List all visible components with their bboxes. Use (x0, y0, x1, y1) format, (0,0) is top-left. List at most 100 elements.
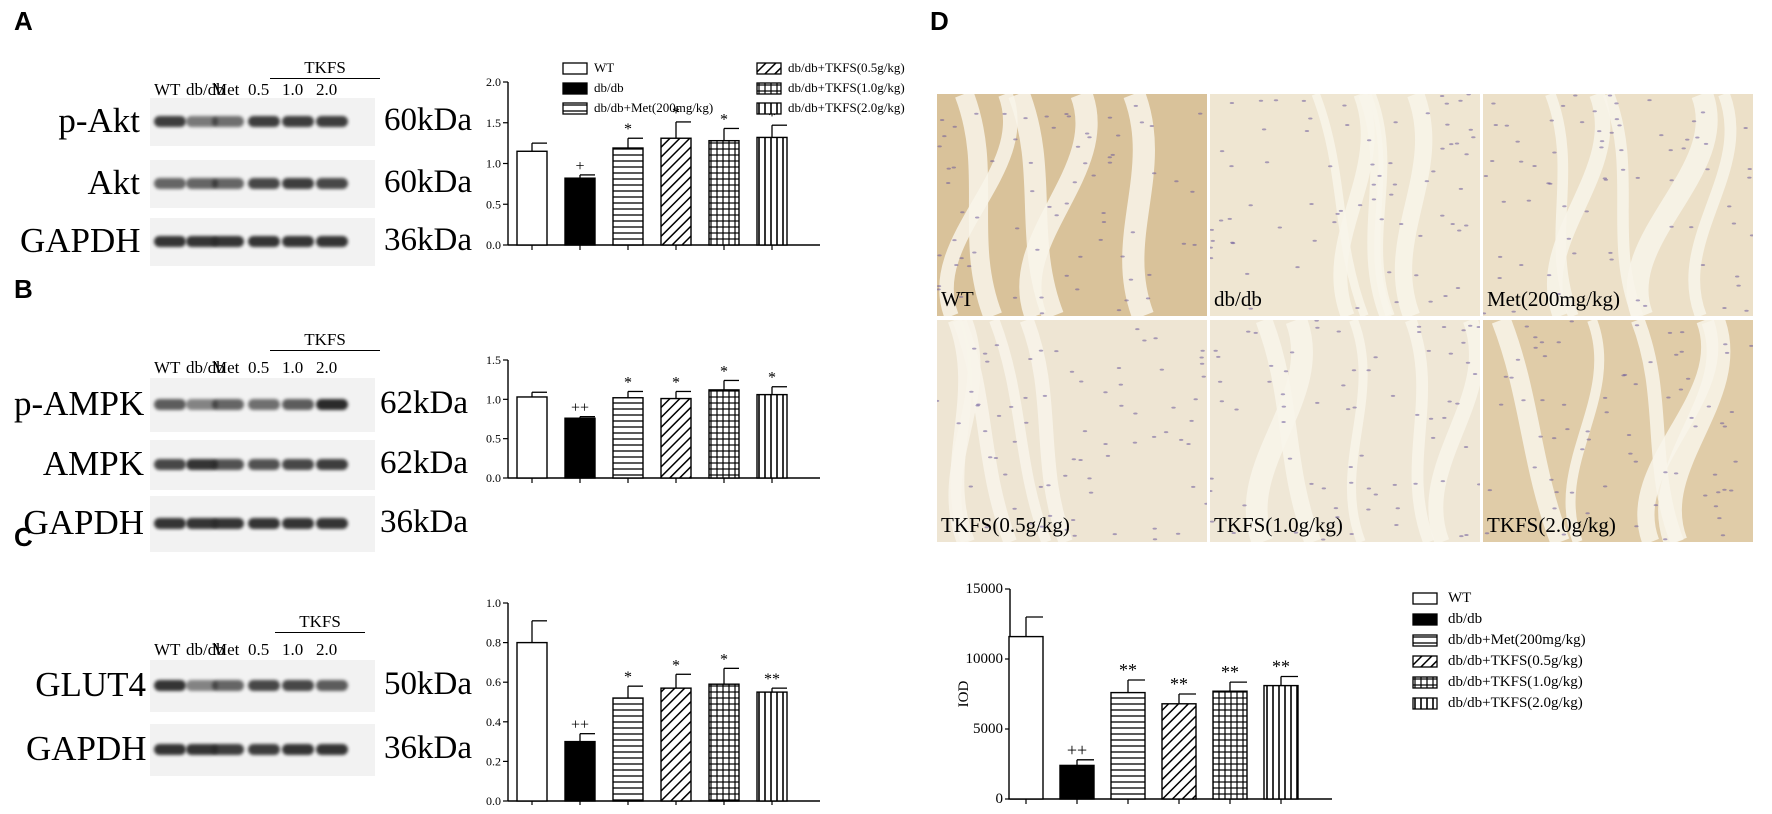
bar (708, 683, 740, 802)
bar (564, 417, 596, 479)
micrograph-label: TKFS(0.5g/kg) (941, 513, 1070, 537)
blot-band (248, 680, 280, 691)
blot-band (154, 518, 186, 529)
significance-mark: ++ (1067, 740, 1087, 760)
blot-strip (150, 724, 375, 776)
bar (1263, 684, 1299, 800)
blot-band (154, 459, 186, 470)
blot-strip (150, 440, 375, 490)
blot-band (316, 178, 348, 189)
bar (612, 397, 644, 479)
blot-band (186, 236, 218, 247)
legend-item: db/db+Met(200mg/kg) (562, 100, 713, 116)
y-axis-label: IOD (956, 681, 972, 708)
tissue-texture (1483, 94, 1753, 316)
bar-chart-a: 0.00.51.01.52.0p-Akt/Akt+**** (486, 75, 820, 252)
legend-swatch (562, 81, 588, 95)
tkfs-bracket-line (270, 350, 380, 351)
lane-label: 1.0 (282, 640, 304, 659)
blot-band (154, 236, 186, 247)
significance-mark: ** (764, 671, 780, 688)
legend-item: WT (1412, 590, 1471, 607)
significance-mark: ** (1221, 662, 1239, 682)
blot-band (212, 236, 244, 247)
blot-band (212, 744, 244, 755)
blot-band (248, 744, 280, 755)
significance-mark: * (672, 105, 680, 122)
tkfs-group-label: TKFS (304, 330, 346, 349)
bar (756, 393, 788, 479)
legend-swatch (1412, 613, 1438, 626)
y-tick-label: 0.8 (486, 636, 501, 650)
tissue-texture (1484, 320, 1753, 542)
kda-label: 60kDa (384, 164, 472, 200)
tissue-texture (1210, 320, 1480, 542)
blot-band (186, 744, 218, 755)
tissue-texture (937, 94, 1203, 316)
tissue-texture (1210, 94, 1476, 316)
significance-mark: * (720, 111, 728, 128)
legend-swatch (562, 61, 588, 75)
kda-label: 36kDa (384, 730, 472, 766)
blot-band (316, 459, 348, 470)
y-tick-label: 1.0 (486, 596, 501, 610)
blot-band (248, 399, 280, 410)
legend-item: db/db (562, 80, 624, 96)
blot-band (316, 236, 348, 247)
blot-band (316, 399, 348, 410)
blot-strip (150, 496, 375, 552)
y-tick-label: 1.0 (486, 392, 501, 406)
legend-swatch (1412, 655, 1438, 668)
bar (612, 697, 644, 802)
legend-swatch (756, 101, 782, 115)
legend-label: db/db+TKFS(1.0g/kg) (1448, 674, 1583, 690)
lane-label: WT (154, 640, 181, 659)
lane-label: WT (154, 80, 181, 99)
lane-label: 0.5 (248, 80, 270, 99)
blot-band (154, 116, 186, 127)
y-tick-label: 1.5 (486, 353, 501, 367)
blot-band (186, 178, 218, 189)
micrograph-label: TKFS(1.0g/kg) (1214, 513, 1343, 537)
bar (660, 397, 692, 479)
legend-swatch (1412, 634, 1438, 647)
blot-band (282, 680, 314, 691)
legend-label: db/db+TKFS(1.0g/kg) (788, 80, 905, 95)
blot-band (248, 116, 280, 127)
legend-item: db/db+TKFS(0.5g/kg) (1412, 653, 1583, 670)
significance-mark: ** (1272, 657, 1290, 677)
legend-item: db/db+TKFS(1.0g/kg) (756, 80, 905, 96)
y-tick-label: 10000 (966, 651, 1004, 667)
y-tick-label: 0.0 (486, 471, 501, 485)
blot-band (212, 399, 244, 410)
bar (1008, 635, 1044, 800)
blot-band (282, 399, 314, 410)
bar (516, 641, 548, 802)
lane-label: db/db (186, 358, 225, 377)
blot-band (248, 178, 280, 189)
kda-label: 36kDa (380, 504, 468, 540)
micrograph-panel: WT (937, 94, 1207, 316)
tkfs-bracket-line (270, 78, 380, 79)
legend-label: WT (1448, 590, 1472, 606)
micrograph-panel: TKFS(0.5g/kg) (937, 320, 1207, 542)
panel-label-a: A (14, 6, 33, 36)
protein-label: GLUT4 (35, 665, 146, 704)
legend-label: db/db+TKFS(0.5g/kg) (788, 60, 905, 75)
lane-label: db/db (186, 80, 225, 99)
significance-mark: + (575, 158, 584, 175)
kda-label: 60kDa (384, 102, 472, 138)
legend-label: db/db+TKFS(2.0g/kg) (788, 100, 905, 115)
legend-label: db/db+TKFS(0.5g/kg) (1448, 653, 1583, 669)
legend-d: WT db/db db/db+Met(200mg/kg) db/db+TKFS(0.5… (1412, 590, 1712, 730)
blot-band (212, 518, 244, 529)
significance-mark: ** (1119, 660, 1137, 680)
significance-mark: * (672, 374, 680, 391)
micrograph-panel: TKFS(2.0g/kg) (1483, 320, 1753, 542)
y-tick-label: 1.5 (486, 116, 501, 130)
bar (660, 687, 692, 802)
micrograph-label: WT (941, 287, 974, 311)
blot-band (316, 116, 348, 127)
tkfs-group-label: TKFS (299, 612, 341, 631)
significance-mark: * (720, 651, 728, 668)
